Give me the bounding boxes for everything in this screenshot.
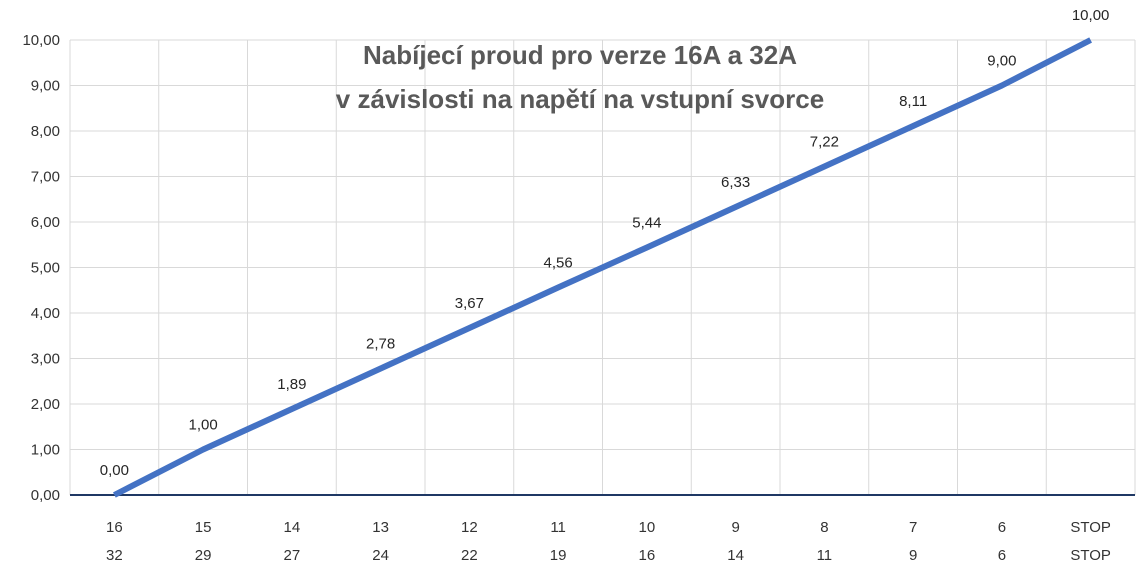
data-label: 9,00 [987,53,1016,70]
y-tick-label: 0,00 [31,487,60,504]
y-tick-label: 5,00 [31,260,60,277]
x-tick-label-row2: 24 [372,547,389,564]
y-tick-label: 1,00 [31,442,60,459]
x-tick-label-row2: 29 [195,547,212,564]
x-tick-label-row1: 11 [550,519,566,536]
x-tick-label-row1: STOP [1070,519,1111,536]
data-label: 8,11 [899,93,927,110]
y-tick-label: 6,00 [31,214,60,231]
x-tick-label-row2: 9 [909,547,917,564]
y-tick-label: 8,00 [31,123,60,140]
y-tick-label: 3,00 [31,351,60,368]
x-tick-label-row1: 15 [195,519,212,536]
x-tick-label-row1: 9 [731,519,739,536]
x-tick-label-row1: 14 [284,519,301,536]
data-point [378,366,384,372]
data-point [644,244,650,250]
x-tick-label-row2: 6 [998,547,1006,564]
data-point [555,285,561,291]
data-point [910,123,916,129]
data-point [999,83,1005,89]
x-tick-label-row1: 6 [998,519,1006,536]
grid [69,39,1136,495]
data-label: 0,00 [100,462,129,479]
data-label: 10,00 [1072,7,1110,24]
y-tick-label: 9,00 [31,78,60,95]
x-tick-label-row2: 16 [639,547,656,564]
x-tick-label-row1: 10 [639,519,656,536]
data-point [1088,37,1094,43]
series-line [113,37,1092,498]
data-point [821,163,827,169]
y-tick-label: 4,00 [31,305,60,322]
x-tick-label-row2: 27 [284,547,301,564]
x-tick-label-row1: 7 [909,519,917,536]
x-tick-label-row1: 12 [461,519,478,536]
x-tick-label-row2: 14 [727,547,744,564]
data-label: 1,00 [189,417,218,434]
data-point [733,204,739,210]
x-tick-label-row2: 19 [550,547,567,564]
data-label: 5,44 [632,214,661,231]
data-label: 7,22 [810,133,839,150]
title-line-2: v závislosti na napětí na vstupní svorce [336,84,824,114]
data-point [289,406,295,412]
y-tick-label: 2,00 [31,396,60,413]
x-tick-label-row1: 13 [372,519,389,536]
axes: 0,00 1,00 2,00 3,00 4,00 5,00 6,00 7,00 8,00 9,00… [22,32,1135,564]
data-point [200,447,206,453]
y-tick-label: 10,00 [22,32,60,49]
x-tick-label-row2: STOP [1070,547,1111,564]
x-tick-label-row1: 8 [820,519,828,536]
data-labels: 0,00 1,00 1,89 2,78 3,67 4,56 5,44 6,33 7,22 8,11… [100,7,1110,479]
title-line-1: Nabíjecí proud pro verze 16A a 32A [363,40,797,70]
chart-title: Nabíjecí proud pro verze 16A a 32A v záv… [336,40,824,114]
data-label: 1,89 [277,376,306,393]
series [111,37,1094,498]
y-tick-label: 7,00 [31,169,60,186]
data-label: 2,78 [366,336,395,353]
x-tick-label-row1: 16 [106,519,123,536]
data-label: 6,33 [721,174,750,191]
data-point [466,325,472,331]
x-tick-label-row2: 32 [106,547,123,564]
data-point [111,492,117,498]
x-tick-label-row2: 22 [461,547,478,564]
data-label: 3,67 [455,295,484,312]
data-label: 4,56 [544,255,573,272]
x-tick-label-row2: 11 [817,547,833,564]
